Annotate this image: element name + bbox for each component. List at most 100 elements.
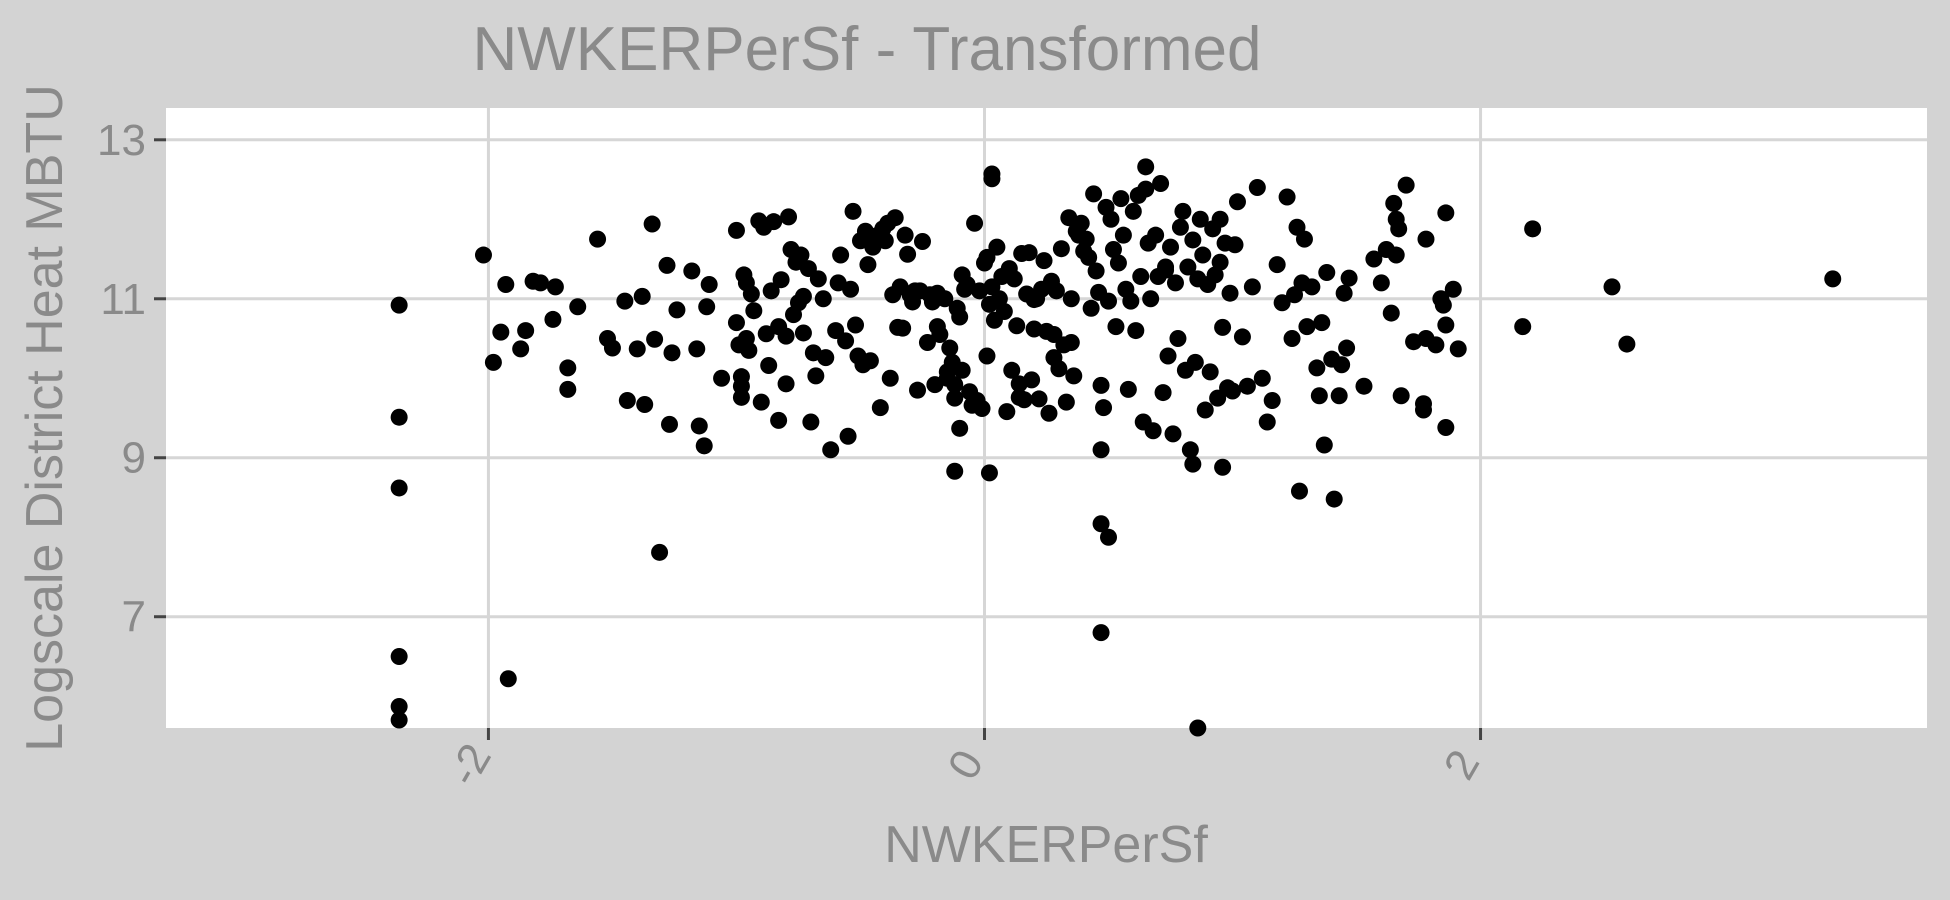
data-point	[1127, 322, 1145, 340]
data-point	[936, 290, 954, 308]
data-point	[780, 208, 798, 226]
data-point	[847, 316, 865, 334]
data-point	[660, 415, 678, 433]
data-point	[762, 282, 780, 300]
data-point	[1372, 274, 1390, 292]
data-point	[474, 246, 492, 264]
data-point	[1092, 376, 1110, 394]
data-point	[1434, 296, 1452, 314]
data-point	[742, 285, 760, 303]
data-point	[390, 711, 408, 729]
data-point	[1437, 204, 1455, 222]
data-point	[814, 290, 832, 308]
data-point	[390, 408, 408, 426]
data-point	[777, 327, 795, 345]
data-point	[1243, 278, 1261, 296]
data-point	[695, 437, 713, 455]
data-point	[1119, 380, 1137, 398]
data-point	[1194, 246, 1212, 264]
data-point	[844, 202, 862, 220]
data-point	[1184, 455, 1202, 473]
data-point	[946, 462, 964, 480]
data-point	[745, 302, 763, 320]
data-point	[998, 403, 1016, 421]
data-point	[1387, 246, 1405, 264]
data-point	[918, 333, 936, 351]
data-point	[1169, 330, 1187, 348]
data-point	[988, 238, 1006, 256]
data-point	[1514, 318, 1532, 336]
data-point	[1107, 318, 1125, 336]
data-point	[881, 369, 899, 387]
data-point	[1330, 387, 1348, 405]
x-tick-label: 0	[939, 742, 994, 788]
data-point	[1065, 367, 1083, 385]
data-point	[1152, 175, 1170, 193]
data-point	[1147, 226, 1165, 244]
data-point	[1035, 252, 1053, 270]
data-point	[1104, 240, 1122, 258]
data-point	[569, 298, 587, 316]
data-point	[752, 393, 770, 411]
data-point	[1189, 719, 1207, 737]
data-point	[1214, 318, 1232, 336]
data-point	[1186, 353, 1204, 371]
data-point	[1020, 244, 1038, 262]
data-point	[688, 340, 706, 358]
data-points	[390, 158, 1842, 737]
data-point	[1087, 262, 1105, 280]
data-point	[1184, 231, 1202, 249]
data-point	[1164, 425, 1182, 443]
data-point	[1258, 413, 1276, 431]
data-point	[1427, 336, 1445, 354]
data-point	[1313, 314, 1331, 332]
data-point	[698, 298, 716, 316]
data-point	[618, 392, 636, 410]
data-point	[777, 375, 795, 393]
data-point	[1196, 401, 1214, 419]
data-point	[760, 357, 778, 375]
data-point	[1273, 294, 1291, 312]
data-point	[807, 367, 825, 385]
data-point	[1181, 441, 1199, 459]
data-point	[713, 369, 731, 387]
data-point	[1290, 482, 1308, 500]
data-point	[512, 340, 530, 358]
grid-lines	[166, 108, 1927, 728]
data-point	[1109, 254, 1127, 272]
data-point	[1092, 441, 1110, 459]
data-point	[871, 399, 889, 417]
data-point	[727, 221, 745, 239]
data-point	[1057, 393, 1075, 411]
data-point	[953, 361, 971, 379]
data-point	[1040, 404, 1058, 422]
y-tick-label: 11	[100, 275, 146, 324]
data-point	[861, 352, 879, 370]
x-tick-label: 2	[1435, 742, 1490, 788]
data-point	[938, 363, 956, 381]
data-point	[995, 302, 1013, 320]
data-point	[837, 332, 855, 350]
data-point	[876, 232, 894, 250]
data-point	[497, 275, 515, 293]
data-point	[646, 330, 664, 348]
data-point	[792, 246, 810, 264]
data-point	[390, 296, 408, 314]
data-point	[1045, 326, 1063, 344]
data-point	[603, 339, 621, 357]
data-point	[1062, 333, 1080, 351]
data-point	[559, 359, 577, 377]
data-point	[633, 287, 651, 305]
data-point	[966, 214, 984, 232]
data-point	[1095, 399, 1113, 417]
data-point	[1310, 387, 1328, 405]
x-tick-label: -2	[439, 736, 501, 794]
data-point	[559, 380, 577, 398]
data-point	[1144, 422, 1162, 440]
data-point	[794, 324, 812, 342]
data-point	[802, 413, 820, 431]
data-point	[1325, 490, 1343, 508]
data-point	[770, 411, 788, 429]
data-point	[1298, 318, 1316, 336]
data-point	[727, 314, 745, 332]
